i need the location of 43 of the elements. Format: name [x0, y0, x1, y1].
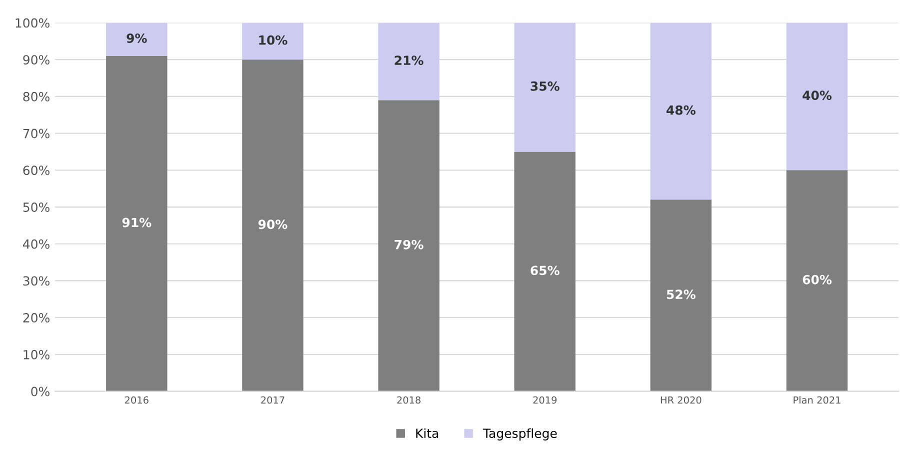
y-tick-label: 100% — [16, 18, 50, 28]
x-tick-label: 2019 — [533, 396, 557, 404]
data-label: 10% — [259, 35, 288, 45]
bar — [514, 22, 576, 152]
bar — [650, 22, 712, 200]
data-label: 35% — [530, 81, 560, 91]
data-label: 91% — [122, 218, 152, 228]
y-tick-label: 70% — [23, 128, 50, 138]
bar — [514, 152, 576, 392]
legend-label: Tagespflege — [482, 428, 557, 440]
y-tick-label: 10% — [24, 350, 50, 360]
data-label: 9% — [126, 34, 147, 43]
data-label: 65% — [530, 266, 560, 276]
data-label: 48% — [666, 105, 696, 115]
x-tick-label: 2017 — [261, 396, 284, 404]
y-tick-label: 80% — [23, 92, 50, 102]
legend-label: Kita — [416, 428, 438, 438]
bar — [378, 22, 440, 100]
y-tick-label: 50% — [23, 202, 50, 212]
x-tick-label: 2018 — [397, 396, 421, 404]
y-tick-label: 90% — [23, 55, 50, 65]
bar — [106, 56, 168, 392]
y-tick-label: 30% — [23, 276, 50, 286]
x-tick-label: 2016 — [125, 396, 148, 404]
bar — [242, 60, 304, 392]
data-label: 90% — [258, 220, 288, 230]
bar — [378, 100, 440, 392]
data-label: 40% — [802, 90, 832, 100]
y-tick-label: 60% — [23, 166, 50, 176]
x-tick-label: HR 2020 — [660, 396, 702, 404]
bar — [786, 22, 848, 170]
data-label: 52% — [666, 290, 696, 300]
bar — [242, 22, 304, 60]
data-label: 79% — [394, 240, 424, 250]
data-label: 21% — [394, 56, 424, 66]
bar — [106, 22, 168, 56]
x-tick-label: Plan 2021 — [794, 396, 840, 404]
data-label: 60% — [802, 274, 832, 284]
y-tick-label: 20% — [23, 313, 50, 323]
y-tick-label: 0% — [31, 386, 50, 396]
y-tick-label: 40% — [22, 239, 50, 249]
bar — [786, 170, 848, 392]
bar — [650, 200, 712, 392]
